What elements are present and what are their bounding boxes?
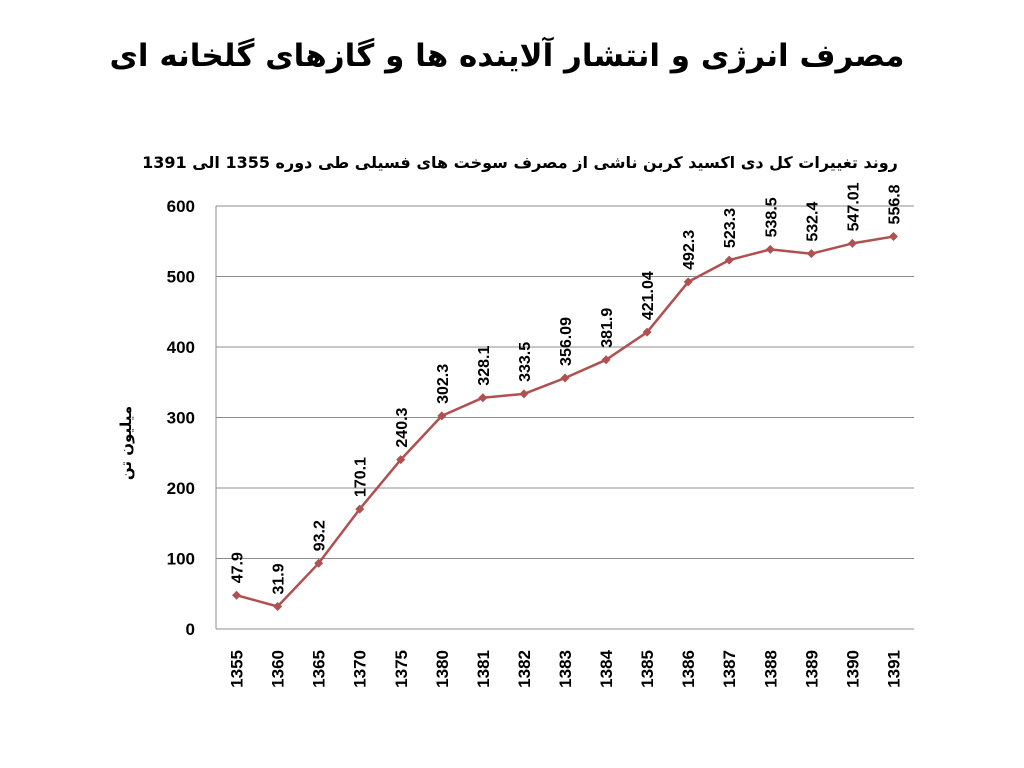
data-label: 47.9 [230,552,247,583]
x-tick-label: 1388 [761,650,780,688]
data-label: 381.9 [599,308,616,348]
x-tick-label: 1387 [720,650,739,688]
data-label: 328.1 [476,346,493,386]
data-point [273,602,283,612]
data-label: 532.4 [804,202,821,242]
x-tick-label: 1390 [843,650,862,688]
data-point [232,590,242,600]
data-point [765,244,775,254]
x-tick-label: 1380 [433,650,452,688]
data-point [724,255,734,265]
x-tick-label: 1381 [474,650,493,688]
x-tick-label: 1385 [638,650,657,688]
data-point [519,389,529,399]
x-tick-label: 1383 [556,650,575,688]
x-tick-label: 1391 [884,650,903,688]
data-point [355,504,365,514]
data-point [396,455,406,465]
data-point [478,393,488,403]
data-point [683,277,693,287]
data-label: 421.04 [640,271,657,320]
data-point [888,231,898,241]
axes [215,206,914,630]
y-tick-label: 400 [167,338,195,357]
data-point [601,355,611,365]
y-tick-labels: 0 100 200 300 400 500 600 [167,197,195,639]
x-tick-label: 1360 [269,650,288,688]
data-label: 492.3 [681,230,698,270]
x-tick-label: 1365 [310,650,329,688]
x-tick-label: 1386 [679,650,698,688]
data-label: 302.3 [435,364,452,404]
data-label: 523.3 [722,208,739,248]
data-points [232,231,898,612]
data-series [236,235,894,608]
x-tick-label: 1355 [228,650,247,688]
data-label: 31.9 [271,563,288,594]
y-tick-label: 200 [167,479,195,498]
y-tick-label: 0 [186,620,195,639]
data-label: 538.5 [763,197,780,237]
data-label: 170.1 [353,457,370,497]
y-tick-label: 100 [167,550,195,569]
x-tick-label: 1370 [351,650,370,688]
data-label: 93.2 [312,520,329,551]
x-tick-labels: 1355 1360 1365 1370 1375 1380 1381 1382 1383 1384… [228,649,904,687]
data-label: 333.5 [517,342,534,382]
x-tick-label: 1389 [802,650,821,688]
grid-lines [216,205,914,559]
chart-title: روند تغییرات کل دی اکسید کربن ناشی از مص… [142,153,898,172]
data-point [642,327,652,337]
data-point [806,249,816,259]
data-label: 356.09 [558,317,575,366]
data-label: 240.3 [394,407,411,447]
y-tick-label: 500 [167,268,195,287]
y-tick-label: 300 [167,409,195,428]
y-tick-label: 600 [167,197,195,216]
data-labels: 47.9 31.9 93.2 170.1 240.3 302.3 328.1 333.5 356… [230,182,904,594]
series-line [236,235,894,608]
data-label: 556.8 [886,184,903,224]
slide-title: مصرف انرژی و انتشار آلاینده ها و گازهای … [109,38,905,74]
data-label: 547.01 [845,182,862,231]
data-point [847,238,857,248]
x-tick-label: 1384 [597,649,616,687]
x-tick-label: 1382 [515,650,534,688]
data-point [437,411,447,421]
y-axis-label: میلیون تن [117,406,135,480]
data-point [314,558,324,568]
x-tick-label: 1375 [392,650,411,688]
data-point [560,373,570,383]
